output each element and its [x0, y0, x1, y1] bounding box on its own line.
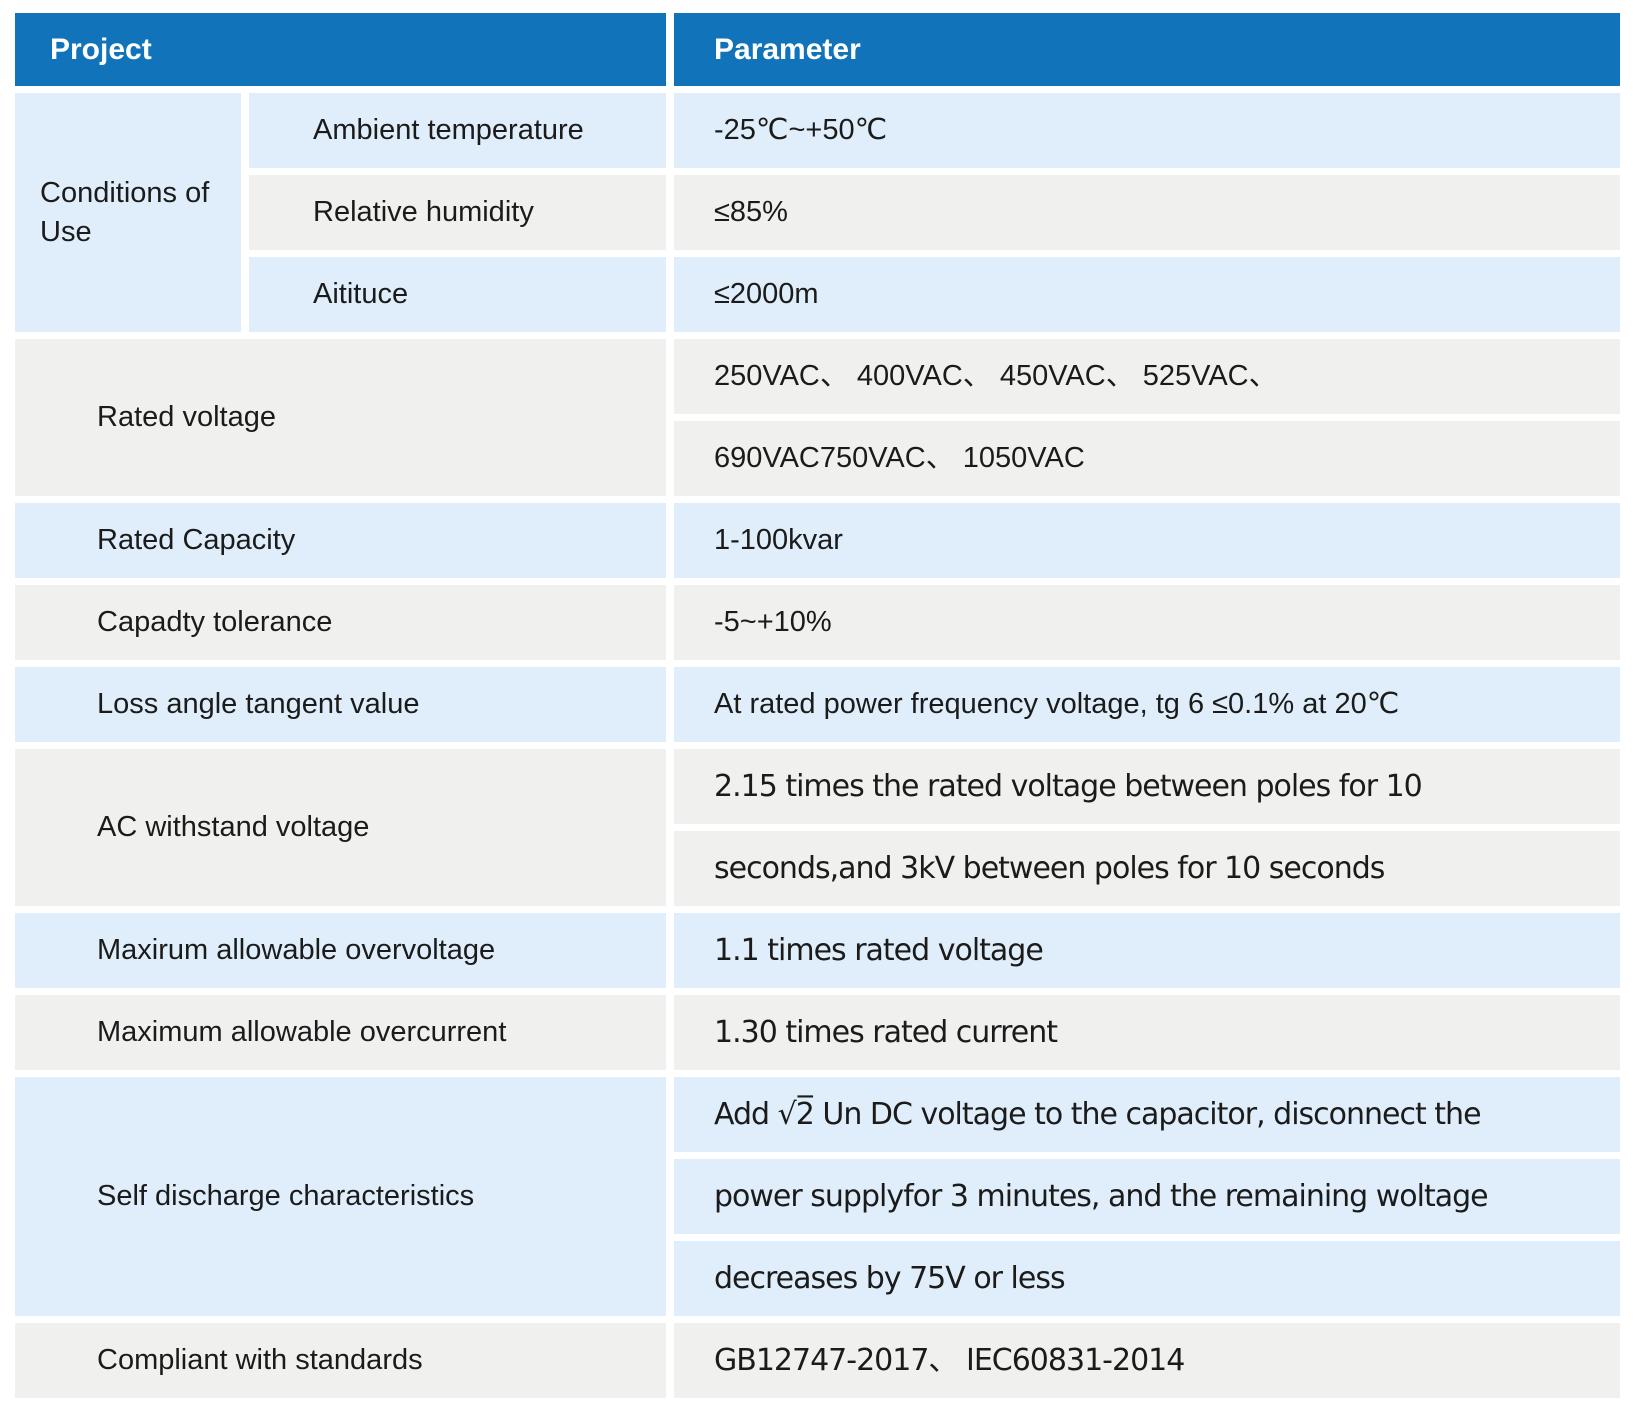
- parameter-value: 1.30 times rated current: [674, 995, 1620, 1070]
- parameter-value: 2.15 times the rated voltage between pol…: [674, 749, 1620, 824]
- row-group-rated-voltage: Rated voltage 250VAC、 400VAC、 450VAC、 52…: [15, 339, 1620, 496]
- parameter-value: -5~+10%: [674, 585, 1620, 660]
- row-group-max-overcurrent: Maximum allowable overcurrent 1.30 times…: [15, 995, 1620, 1070]
- parameter-value: 1.1 times rated voltage: [674, 913, 1620, 988]
- row-group-conditions-of-use: Conditions of Use Ambient temperature Re…: [15, 93, 1620, 332]
- row-label: Loss angle tangent value: [15, 667, 666, 742]
- parameter-value: seconds,and 3kV between poles for 10 sec…: [674, 831, 1620, 906]
- row-label: Capadty tolerance: [15, 585, 666, 660]
- row-label: Conditions of Use: [15, 93, 241, 332]
- column-header-parameter: Parameter: [674, 13, 1620, 86]
- parameter-value: Add √2̅ Un DC voltage to the capacitor, …: [674, 1077, 1620, 1152]
- row-group-capacity-tolerance: Capadty tolerance -5~+10%: [15, 585, 1620, 660]
- row-label: Rated voltage: [15, 339, 666, 496]
- parameter-value: 690VAC750VAC、 1050VAC: [674, 421, 1620, 496]
- table-header-row: Project Parameter: [15, 13, 1620, 86]
- column-header-project: Project: [15, 13, 666, 86]
- condition-label: Aitituce: [249, 257, 666, 332]
- row-label: AC withstand voltage: [15, 749, 666, 906]
- row-group-loss-angle: Loss angle tangent value At rated power …: [15, 667, 1620, 742]
- condition-label: Relative humidity: [249, 175, 666, 250]
- condition-label: Ambient temperature: [249, 93, 666, 168]
- row-group-self-discharge: Self discharge characteristics Add √2̅ U…: [15, 1077, 1620, 1316]
- row-label: Maximum allowable overcurrent: [15, 995, 666, 1070]
- row-group-standards: Compliant with standards GB12747-2017、 I…: [15, 1323, 1620, 1398]
- parameter-value: ≤2000m: [674, 257, 1620, 332]
- parameter-value: -25℃~+50℃: [674, 93, 1620, 168]
- row-group-max-overvoltage: Maxirum allowable overvoltage 1.1 times …: [15, 913, 1620, 988]
- parameter-value: 1-100kvar: [674, 503, 1620, 578]
- row-label: Rated Capacity: [15, 503, 666, 578]
- parameter-value: decreases by 75V or less: [674, 1241, 1620, 1316]
- row-group-ac-withstand: AC withstand voltage 2.15 times the rate…: [15, 749, 1620, 906]
- parameter-value: 250VAC、 400VAC、 450VAC、 525VAC、: [674, 339, 1620, 414]
- condition-sublabels: Ambient temperature Relative humidity Ai…: [249, 93, 666, 332]
- row-label: Compliant with standards: [15, 1323, 666, 1398]
- row-group-rated-capacity: Rated Capacity 1-100kvar: [15, 503, 1620, 578]
- parameter-value: power supplyfor 3 minutes, and the remai…: [674, 1159, 1620, 1234]
- parameter-value: GB12747-2017、 IEC60831-2014: [674, 1323, 1620, 1398]
- row-label: Self discharge characteristics: [15, 1077, 666, 1316]
- condition-values: -25℃~+50℃ ≤85% ≤2000m: [674, 93, 1620, 332]
- parameter-value: At rated power frequency voltage, tg 6 ≤…: [674, 667, 1620, 742]
- row-label: Maxirum allowable overvoltage: [15, 913, 666, 988]
- parameter-value: ≤85%: [674, 175, 1620, 250]
